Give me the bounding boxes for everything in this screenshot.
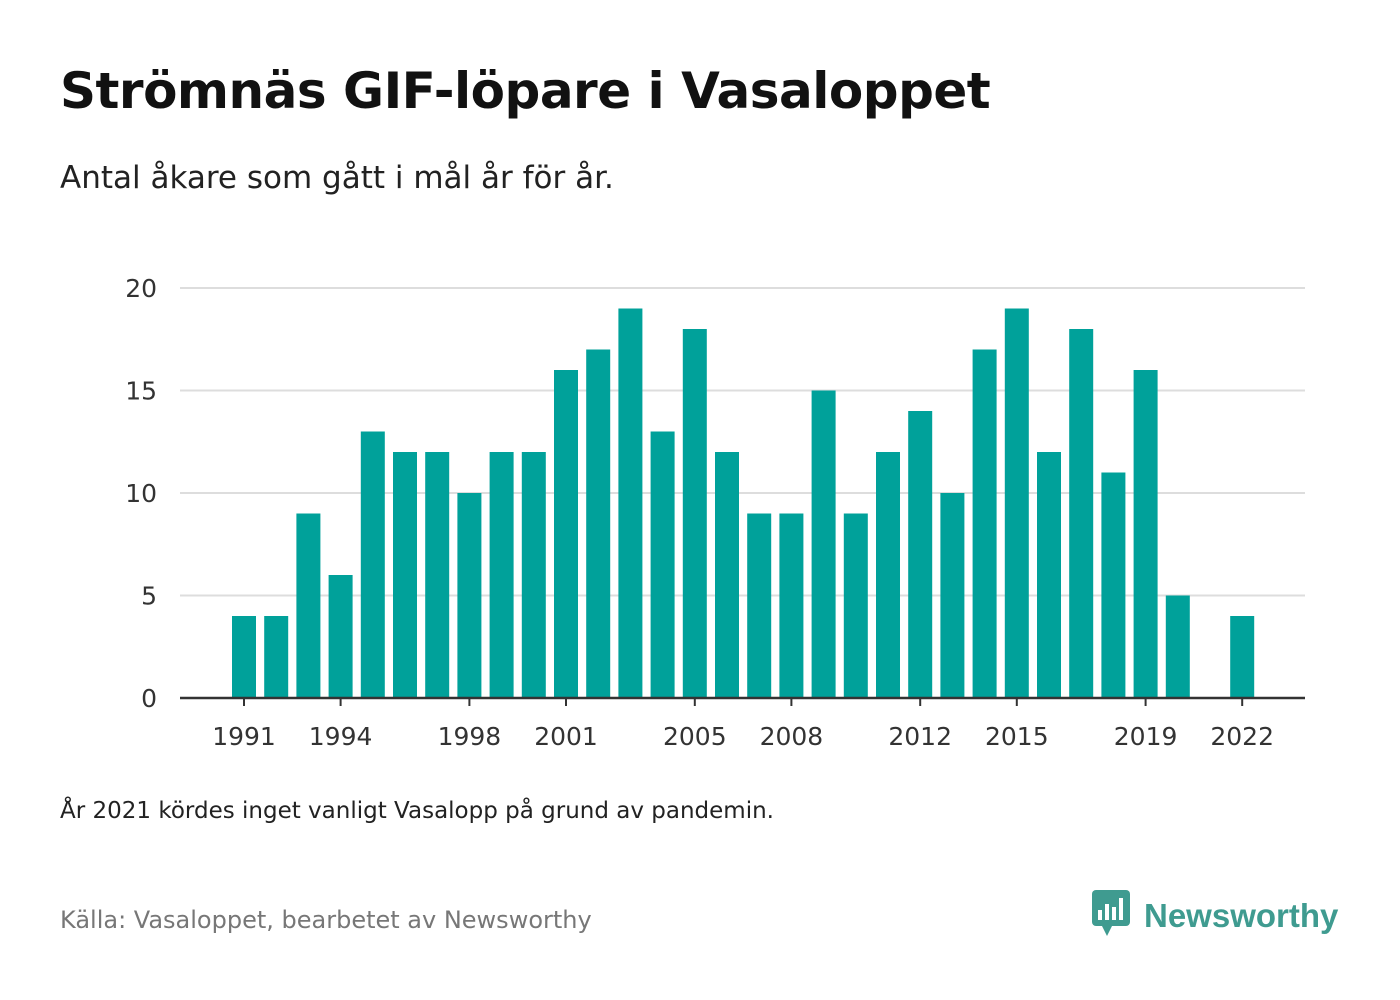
- x-tick-label: 2001: [534, 722, 598, 751]
- bar-2016: [1037, 452, 1061, 698]
- brand-name: Newsworthy: [1144, 897, 1339, 934]
- x-tick-label: 2005: [663, 722, 727, 751]
- bar-1995: [360, 431, 385, 698]
- bar-2005: [682, 329, 707, 698]
- bar-2014: [972, 349, 997, 698]
- bar-2001: [554, 370, 578, 698]
- bar-1994: [328, 575, 353, 698]
- bar-2003: [618, 308, 643, 698]
- newsworthy-logo-icon: [1090, 888, 1132, 944]
- bar-2015: [1004, 308, 1029, 698]
- bar-2012: [908, 411, 933, 698]
- bar-2019: [1133, 370, 1158, 698]
- bar-1996: [393, 452, 417, 698]
- x-tick-label: 2015: [985, 722, 1049, 751]
- y-tick-label: 5: [141, 582, 157, 611]
- bar-chart: 0 5 10 15 20 1991 1994 1998 2001 2005 2008 2012 2015…: [125, 274, 1305, 751]
- x-tick-label: 2012: [888, 722, 952, 751]
- bar-1992: [264, 616, 289, 698]
- bar-2006: [715, 452, 739, 698]
- bar-2009: [811, 390, 836, 698]
- source-credit: Källa: Vasaloppet, bearbetet av Newswort…: [60, 906, 592, 934]
- x-tick-label: 1994: [309, 722, 373, 751]
- bar-1998: [457, 493, 482, 698]
- bar-2007: [747, 513, 772, 698]
- x-tick-label: 2008: [760, 722, 824, 751]
- bar-1991: [232, 616, 256, 698]
- chart-note: År 2021 kördes inget vanligt Vasalopp på…: [60, 798, 774, 824]
- bar-2002: [586, 349, 611, 698]
- bar-2018: [1101, 472, 1126, 698]
- y-tick-label: 10: [125, 479, 157, 508]
- x-tick-label: 2022: [1210, 722, 1274, 751]
- bar-2010: [843, 513, 868, 698]
- bar-1997: [425, 452, 450, 698]
- bar-2022: [1230, 616, 1255, 698]
- bar-2020: [1165, 595, 1190, 698]
- x-tick-label: 2019: [1114, 722, 1178, 751]
- bar-1993: [296, 513, 321, 698]
- y-tick-label: 15: [125, 377, 157, 406]
- bar-1999: [489, 452, 514, 698]
- y-tick-label: 0: [141, 684, 157, 713]
- bar-2011: [876, 452, 900, 698]
- bar-2017: [1069, 329, 1094, 698]
- x-tick-label: 1998: [438, 722, 502, 751]
- bar-2000: [521, 452, 546, 698]
- x-tick-label: 1991: [212, 722, 276, 751]
- chart-subtitle: Antal åkare som gått i mål år för år.: [60, 160, 614, 196]
- bar-2004: [650, 431, 675, 698]
- y-tick-label: 20: [125, 274, 157, 303]
- chart-title: Strömnäs GIF-löpare i Vasaloppet: [60, 62, 991, 120]
- brand-logo: Newsworthy: [1090, 890, 1338, 942]
- bar-2013: [940, 493, 965, 698]
- bar-2008: [779, 513, 804, 698]
